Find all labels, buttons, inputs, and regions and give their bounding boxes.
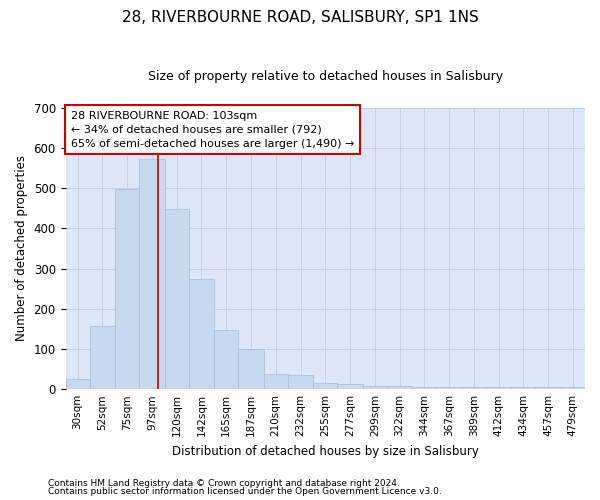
Bar — [412, 387, 436, 389]
Bar — [164, 210, 189, 389]
Bar — [263, 374, 288, 389]
Bar — [486, 387, 511, 389]
Bar — [139, 159, 164, 389]
Bar — [337, 384, 362, 389]
Y-axis label: Number of detached properties: Number of detached properties — [15, 156, 28, 342]
Title: Size of property relative to detached houses in Salisbury: Size of property relative to detached ho… — [148, 70, 503, 83]
Bar — [288, 375, 313, 389]
Bar — [90, 326, 115, 389]
Bar — [436, 387, 462, 389]
Text: 28, RIVERBOURNE ROAD, SALISBURY, SP1 1NS: 28, RIVERBOURNE ROAD, SALISBURY, SP1 1NS — [122, 10, 478, 25]
Bar — [535, 387, 561, 389]
Text: Contains public sector information licensed under the Open Government Licence v3: Contains public sector information licen… — [48, 487, 442, 496]
Bar — [387, 386, 412, 389]
Bar — [115, 190, 139, 389]
Bar — [65, 379, 90, 389]
Bar — [214, 330, 238, 389]
Bar — [362, 386, 387, 389]
Bar — [313, 383, 337, 389]
Text: 28 RIVERBOURNE ROAD: 103sqm
← 34% of detached houses are smaller (792)
65% of se: 28 RIVERBOURNE ROAD: 103sqm ← 34% of det… — [71, 110, 354, 148]
Text: Contains HM Land Registry data © Crown copyright and database right 2024.: Contains HM Land Registry data © Crown c… — [48, 478, 400, 488]
Bar — [189, 278, 214, 389]
Bar — [561, 387, 585, 389]
Bar — [238, 349, 263, 389]
Bar — [511, 387, 535, 389]
X-axis label: Distribution of detached houses by size in Salisbury: Distribution of detached houses by size … — [172, 444, 479, 458]
Bar — [462, 387, 486, 389]
